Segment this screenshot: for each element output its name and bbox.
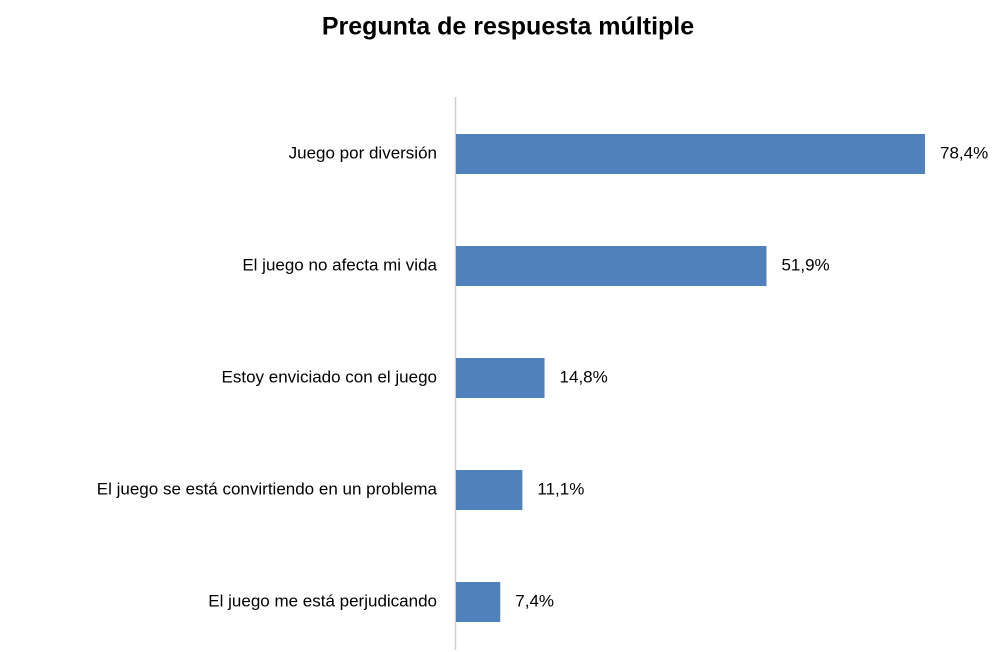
chart-title: Pregunta de respuesta múltiple bbox=[322, 13, 694, 41]
category-label: El juego se está convirtiendo en un prob… bbox=[97, 479, 438, 498]
data-label: 14,8% bbox=[560, 367, 608, 386]
category-label: El juego me está perjudicando bbox=[208, 591, 437, 610]
data-label: 11,1% bbox=[537, 479, 584, 498]
data-label: 7,4% bbox=[515, 591, 554, 610]
bar bbox=[456, 246, 767, 286]
bar bbox=[456, 358, 545, 398]
category-label: Juego por diversión bbox=[289, 143, 437, 162]
data-label: 51,9% bbox=[781, 255, 829, 274]
bar bbox=[456, 134, 925, 174]
data-label: 78,4% bbox=[940, 143, 988, 162]
category-label: El juego no afecta mi vida bbox=[242, 255, 437, 274]
bar bbox=[456, 470, 523, 510]
bar bbox=[456, 582, 501, 622]
category-label: Estoy enviciado con el juego bbox=[222, 367, 437, 386]
